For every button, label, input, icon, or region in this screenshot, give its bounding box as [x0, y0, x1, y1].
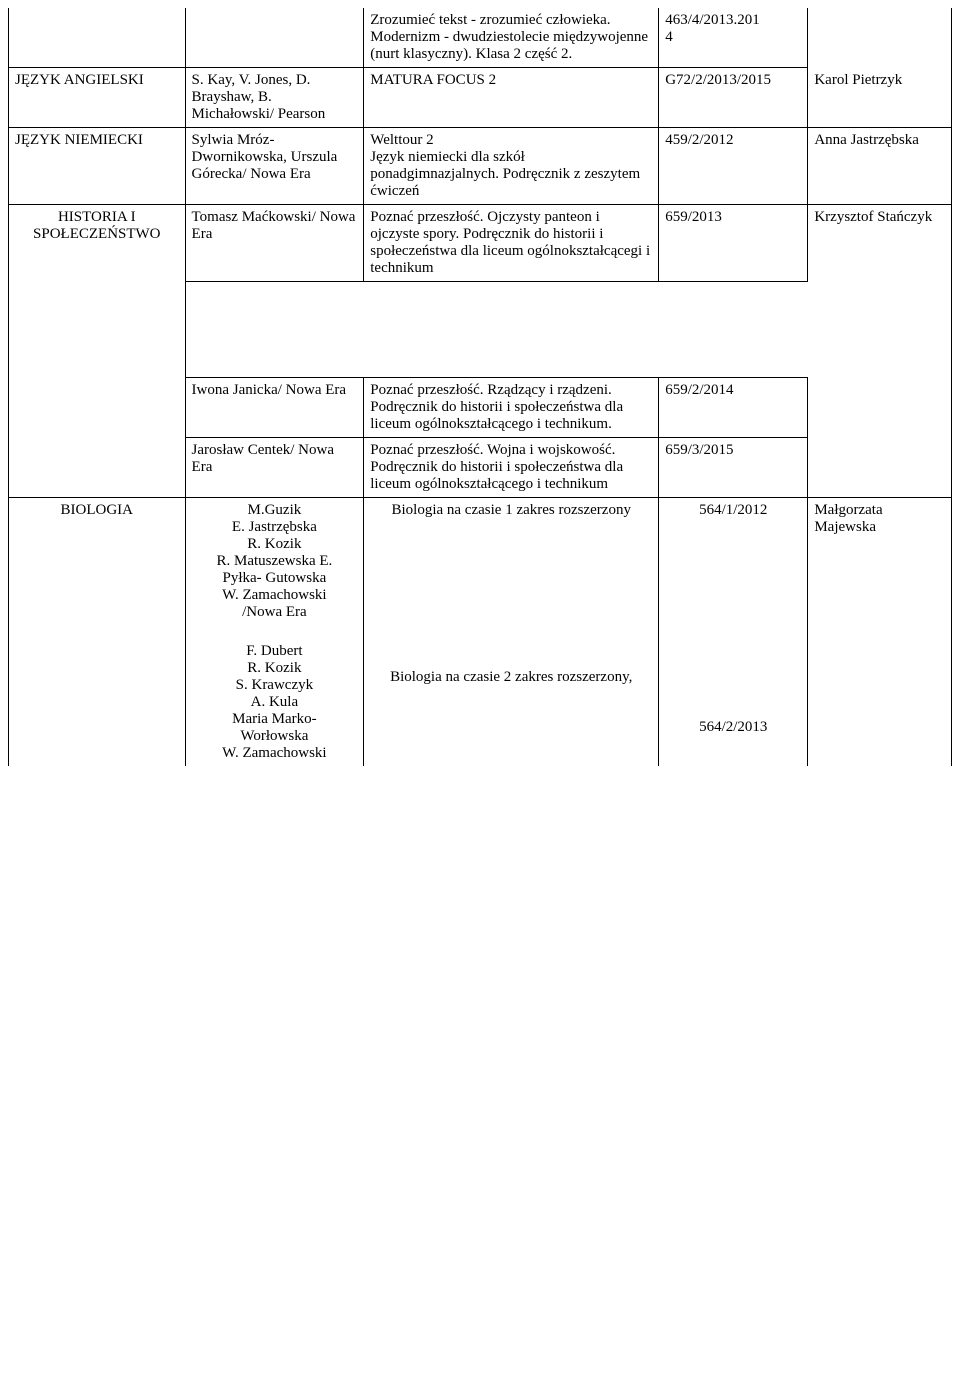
table-row: BIOLOGIA M.Guzik E. Jastrzębska R. Kozik…	[9, 498, 952, 767]
cell-number: 459/2/2012	[659, 128, 808, 205]
cell-number: 659/2013	[659, 205, 808, 282]
cell-author: M.Guzik E. Jastrzębska R. Kozik R. Matus…	[185, 498, 364, 767]
cell-title: MATURA FOCUS 2	[364, 68, 659, 128]
cell-title: Welttour 2 Język niemiecki dla szkół pon…	[364, 128, 659, 205]
cell-gap	[185, 282, 364, 378]
author-line: W. Zamachowski	[192, 745, 358, 762]
title-line: Biologia na czasie 1 zakres rozszerzony	[370, 502, 652, 519]
cell-title: Zrozumieć tekst - zrozumieć człowieka. M…	[364, 8, 659, 68]
cell-title: Poznać przeszłość. Rządzący i rządzeni. …	[364, 378, 659, 438]
author-line: F. Dubert	[192, 643, 358, 660]
cell-gap	[364, 282, 659, 378]
table-row-gap	[9, 282, 952, 378]
number-line: 564/2/2013	[665, 719, 801, 736]
textbook-table: Zrozumieć tekst - zrozumieć człowieka. M…	[8, 8, 952, 766]
cell-teacher: Krzysztof Stańczyk	[808, 205, 952, 282]
author-line: Pyłka- Gutowska	[192, 570, 358, 587]
author-line: /Nowa Era	[192, 604, 358, 621]
author-line: M.Guzik	[192, 502, 358, 519]
author-line: R. Kozik	[192, 660, 358, 677]
cell-author: S. Kay, V. Jones, D. Brayshaw, B. Michał…	[185, 68, 364, 128]
author-line: S. Krawczyk	[192, 677, 358, 694]
table-row: Iwona Janicka/ Nowa Era Poznać przeszłoś…	[9, 378, 952, 438]
cell-teacher	[808, 438, 952, 498]
cell-number: 659/2/2014	[659, 378, 808, 438]
cell-author: Iwona Janicka/ Nowa Era	[185, 378, 364, 438]
cell-teacher: Karol Pietrzyk	[808, 68, 952, 128]
table-row: Jarosław Centek/ Nowa Era Poznać przeszł…	[9, 438, 952, 498]
cell-teacher	[808, 378, 952, 438]
author-line: Maria Marko-	[192, 711, 358, 728]
cell-subject	[9, 438, 186, 498]
cell-title: Poznać przeszłość. Wojna i wojskowość. P…	[364, 438, 659, 498]
table-row: JĘZYK ANGIELSKI S. Kay, V. Jones, D. Bra…	[9, 68, 952, 128]
cell-title: Biologia na czasie 1 zakres rozszerzony …	[364, 498, 659, 767]
cell-title: Poznać przeszłość. Ojczysty panteon i oj…	[364, 205, 659, 282]
cell-gap	[659, 282, 808, 378]
author-line: Worłowska	[192, 728, 358, 745]
cell-teacher: Małgorzata Majewska	[808, 498, 952, 767]
cell-subject	[9, 8, 186, 68]
cell-author: Sylwia Mróz-Dwornikowska, Urszula Góreck…	[185, 128, 364, 205]
cell-subject	[9, 378, 186, 438]
cell-author: Tomasz Maćkowski/ Nowa Era	[185, 205, 364, 282]
number-line: 564/1/2012	[665, 502, 801, 519]
cell-author: Jarosław Centek/ Nowa Era	[185, 438, 364, 498]
cell-number: 564/1/2012 564/2/2013	[659, 498, 808, 767]
cell-subject: HISTORIA I SPOŁECZEŃSTWO	[9, 205, 186, 282]
cell-teacher: Anna Jastrzębska	[808, 128, 952, 205]
table-row: HISTORIA I SPOŁECZEŃSTWO Tomasz Maćkowsk…	[9, 205, 952, 282]
cell-number: 659/3/2015	[659, 438, 808, 498]
cell-subject: BIOLOGIA	[9, 498, 186, 767]
author-line: W. Zamachowski	[192, 587, 358, 604]
cell-number: 463/4/2013.201 4	[659, 8, 808, 68]
title-line: Biologia na czasie 2 zakres rozszerzony,	[370, 669, 652, 686]
cell-teacher	[808, 8, 952, 68]
table-row: JĘZYK NIEMIECKI Sylwia Mróz-Dwornikowska…	[9, 128, 952, 205]
author-line: E. Jastrzębska	[192, 519, 358, 536]
author-line: A. Kula	[192, 694, 358, 711]
cell-author	[185, 8, 364, 68]
table-row: Zrozumieć tekst - zrozumieć człowieka. M…	[9, 8, 952, 68]
cell-number: G72/2/2013/2015	[659, 68, 808, 128]
author-line: R. Kozik	[192, 536, 358, 553]
cell-subject: JĘZYK ANGIELSKI	[9, 68, 186, 128]
cell-subject: JĘZYK NIEMIECKI	[9, 128, 186, 205]
cell-subject	[9, 282, 186, 378]
cell-teacher	[808, 282, 952, 378]
author-line: R. Matuszewska E.	[192, 553, 358, 570]
